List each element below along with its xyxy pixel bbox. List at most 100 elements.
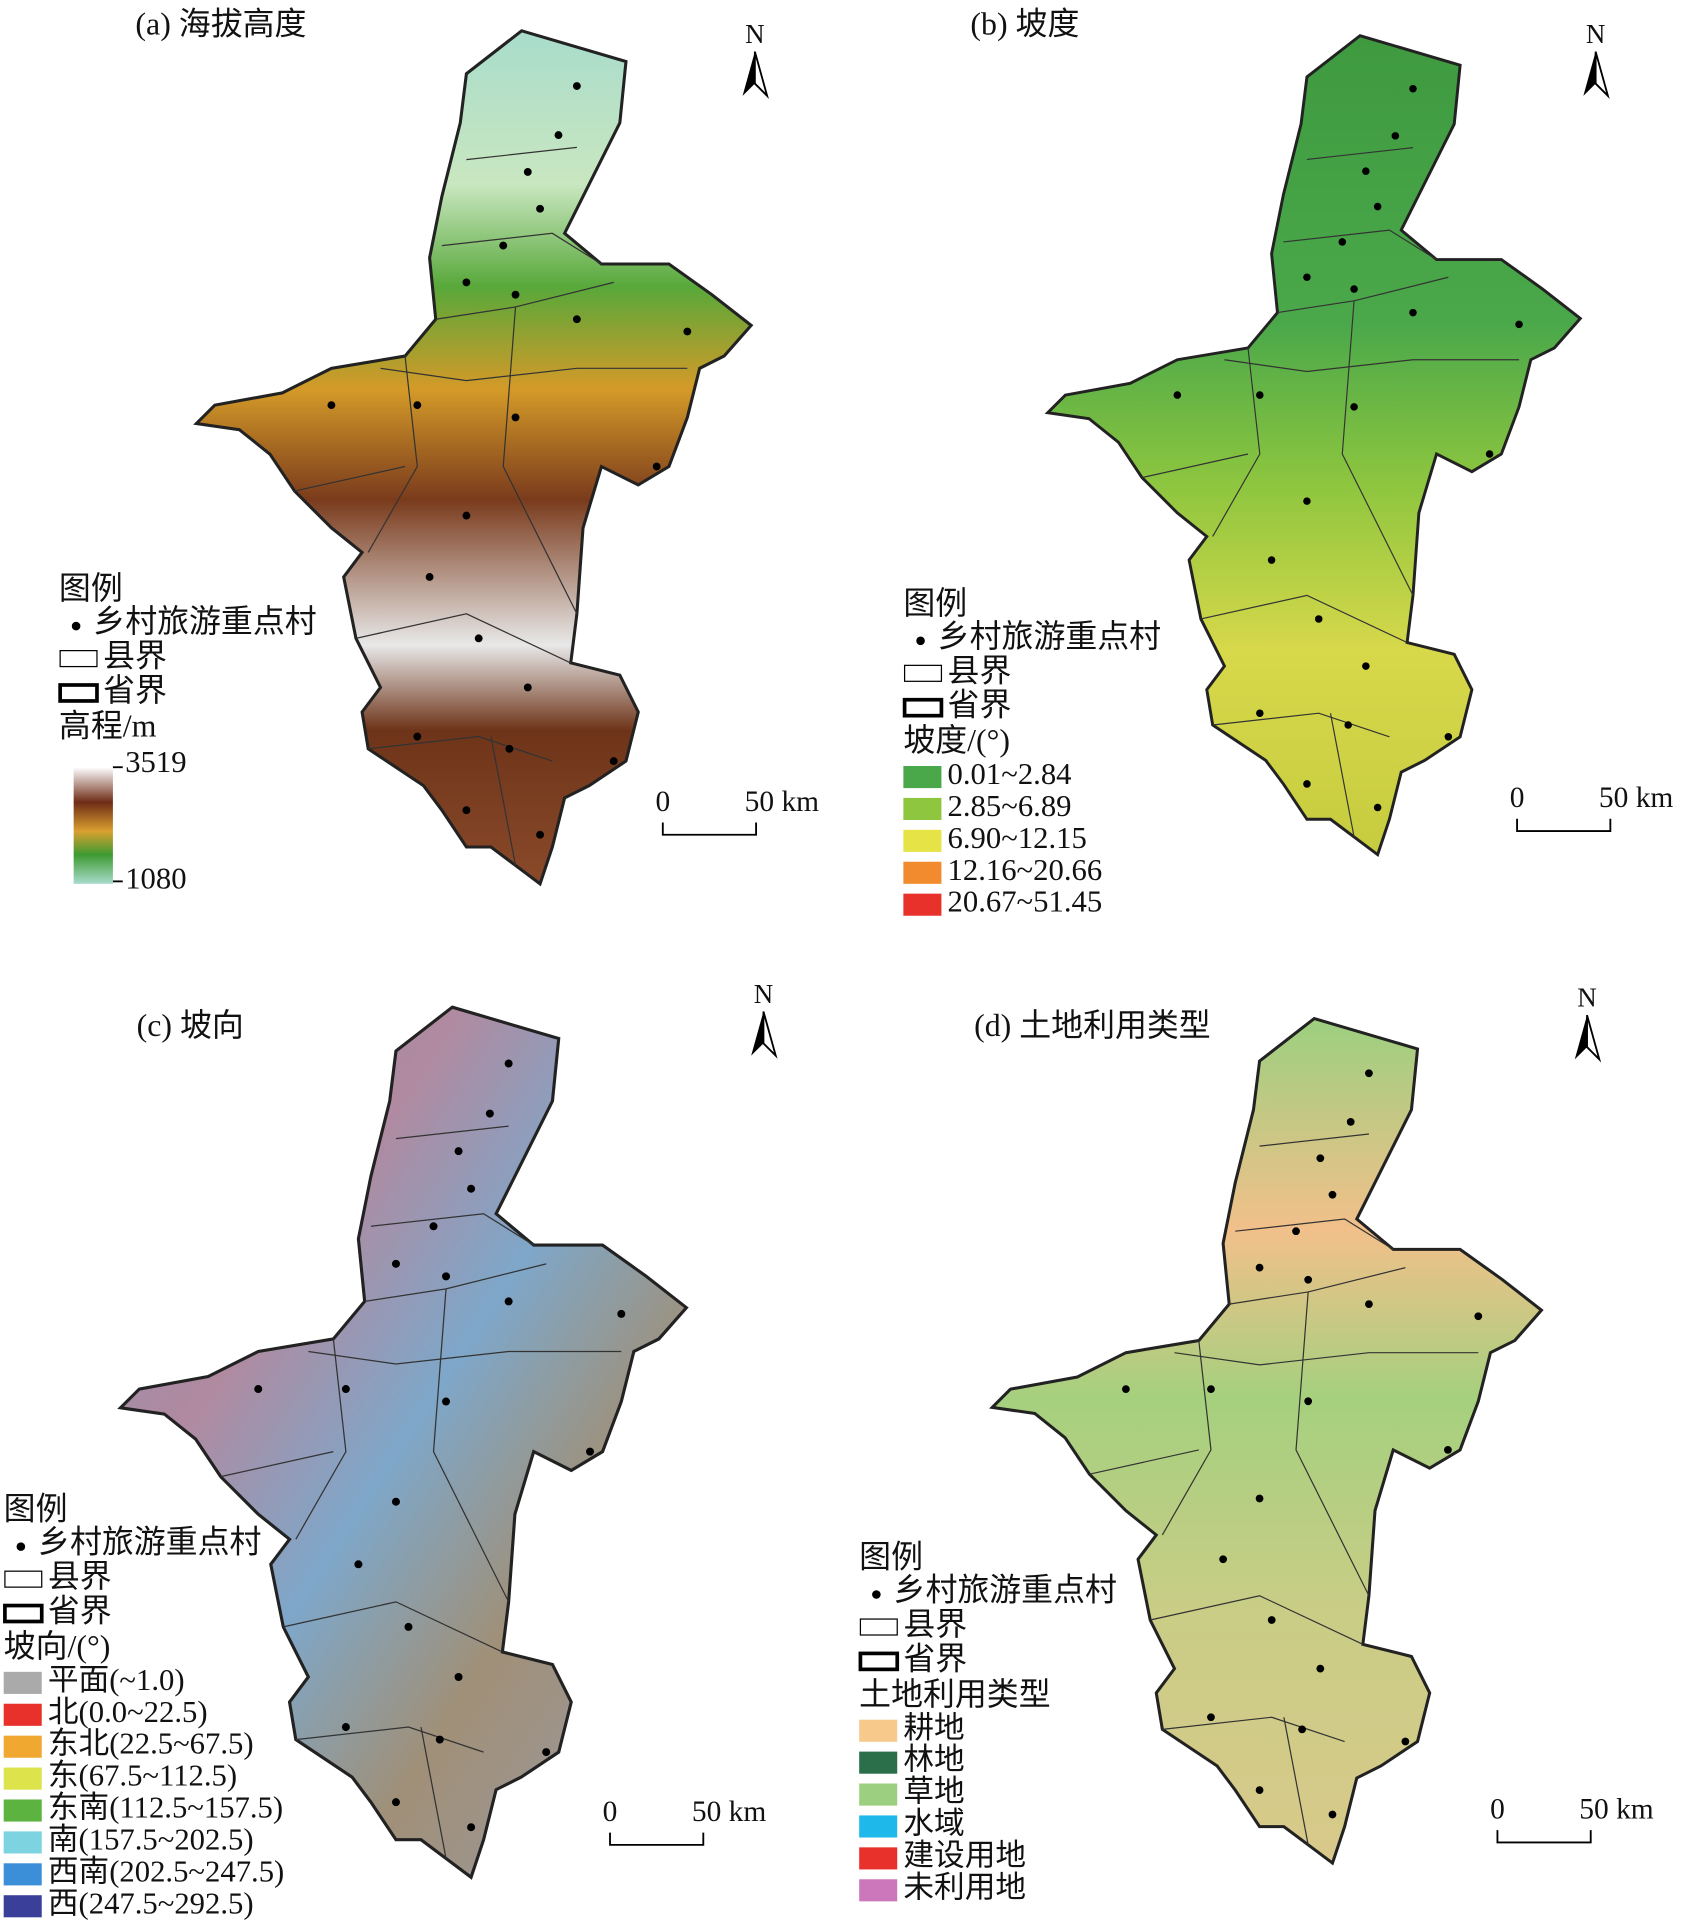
panel-title: (a) 海拔高度 xyxy=(135,6,306,41)
legend-county-box xyxy=(4,1570,43,1588)
county-boundary xyxy=(420,1726,447,1859)
village-dot xyxy=(1365,1300,1373,1308)
legend-class: 东北(22.5~67.5) xyxy=(48,1727,254,1761)
legend-class: 2.85~6.89 xyxy=(948,789,1072,823)
village-dot xyxy=(542,1748,551,1757)
ramp-min: 1080 xyxy=(125,861,186,895)
village-dot xyxy=(1255,1786,1264,1795)
village-dot xyxy=(1365,1069,1373,1078)
village-dot xyxy=(523,683,532,692)
legend-village: 乡村旅游重点村 xyxy=(38,1525,261,1560)
village-dot xyxy=(1256,391,1264,399)
legend-title: 图例 xyxy=(903,586,967,621)
legend-county: 县界 xyxy=(48,1559,112,1594)
scale-length: 50 km xyxy=(1599,782,1674,814)
panel-title: (d) 土地利用类型 xyxy=(974,1008,1211,1043)
village-dot xyxy=(1350,403,1358,411)
legend-class: 西南(202.5~247.5) xyxy=(48,1854,284,1888)
legend-swatch xyxy=(3,1671,42,1694)
county-boundary xyxy=(1200,594,1408,644)
north-arrow xyxy=(1583,51,1596,96)
village-dot xyxy=(511,413,520,422)
village-dot xyxy=(572,315,581,324)
panel-title: (c) 坡向 xyxy=(137,1008,244,1043)
legend-village: 乡村旅游重点村 xyxy=(894,1573,1117,1608)
village-dot xyxy=(1219,1555,1227,1564)
county-boundary xyxy=(367,355,418,553)
north-arrow xyxy=(753,51,769,99)
village-dot xyxy=(462,806,471,815)
village-dot xyxy=(341,1385,350,1394)
legend-title: 图例 xyxy=(859,1539,923,1574)
county-boundary xyxy=(1212,347,1261,537)
legend-swatch xyxy=(3,1703,42,1726)
village-dot xyxy=(442,1397,451,1406)
north-arrow xyxy=(1594,51,1610,99)
county-boundary xyxy=(380,367,688,382)
legend-province-box xyxy=(858,1651,900,1672)
village-dot xyxy=(1444,1446,1452,1454)
county-boundary xyxy=(1329,713,1355,838)
county-boundary xyxy=(1174,1352,1479,1366)
legend-class: 东南(112.5~157.5) xyxy=(48,1791,283,1825)
village-dot xyxy=(1304,1397,1313,1406)
village-dot xyxy=(1316,1664,1325,1673)
north-arrow xyxy=(1574,1015,1588,1060)
village-dot xyxy=(1373,803,1382,812)
legend-county: 县界 xyxy=(103,639,167,674)
village-dot xyxy=(435,1735,444,1744)
scale-zero: 0 xyxy=(655,786,670,818)
county-boundary xyxy=(1283,1717,1309,1845)
county-boundary xyxy=(432,1288,510,1603)
village-dot xyxy=(1303,273,1311,282)
legend-dot xyxy=(71,621,81,631)
county-boundary xyxy=(295,1338,347,1540)
legend-class: 建设用地 xyxy=(903,1838,1026,1872)
village-dot xyxy=(391,1497,400,1506)
village-dot xyxy=(1255,1263,1264,1272)
legend-county-box xyxy=(59,650,98,668)
legend-class: 北(0.0~22.5) xyxy=(48,1695,208,1729)
legend-swatch xyxy=(903,861,942,884)
village-dot xyxy=(474,634,483,643)
county-boundary xyxy=(355,613,572,664)
panel: (d) 土地利用类型 N 0 50 km 图例乡村旅游重点村县界省界土地利用类型耕地林地… xyxy=(858,983,1654,1904)
legend-scale-title: 高程/m xyxy=(59,709,157,744)
legend-class: 林地 xyxy=(903,1743,964,1777)
legend-class: 南(157.5~202.5) xyxy=(48,1822,254,1856)
village-dot xyxy=(1292,1227,1300,1236)
legend-swatch xyxy=(3,1831,42,1854)
county-boundary xyxy=(1295,1291,1370,1596)
legend-title: 图例 xyxy=(59,571,123,606)
village-dot xyxy=(505,744,514,753)
village-dot xyxy=(504,1059,513,1068)
legend-swatch xyxy=(3,1767,42,1790)
map xyxy=(117,1005,689,1880)
village-dot xyxy=(1373,202,1382,211)
legend-province: 省界 xyxy=(48,1593,112,1628)
village-dot xyxy=(1362,662,1370,670)
village-dot xyxy=(413,401,422,410)
village-dot xyxy=(511,290,520,299)
legend-province: 省界 xyxy=(948,688,1012,723)
legend-class: 6.90~12.15 xyxy=(948,821,1087,855)
village-dot xyxy=(1474,1312,1483,1321)
scale-zero: 0 xyxy=(1510,782,1525,814)
county-boundary xyxy=(283,1601,503,1653)
scale-length: 50 km xyxy=(692,1796,767,1828)
village-dot xyxy=(1256,709,1264,717)
legend-swatch xyxy=(859,1751,898,1774)
county-boundary xyxy=(295,1726,484,1753)
village-dot xyxy=(1303,497,1311,505)
north-label: N xyxy=(1577,983,1597,1013)
village-dot xyxy=(1409,84,1417,93)
north-label: N xyxy=(754,979,774,1009)
county-boundary xyxy=(466,146,577,161)
village-dot xyxy=(1298,1725,1306,1734)
village-dot xyxy=(1303,780,1311,788)
village-dot xyxy=(429,1222,438,1231)
legend-class: 12.16~20.66 xyxy=(948,853,1103,887)
village-dot xyxy=(683,327,692,336)
village-dot xyxy=(391,1798,400,1807)
county-boundary xyxy=(441,232,602,265)
